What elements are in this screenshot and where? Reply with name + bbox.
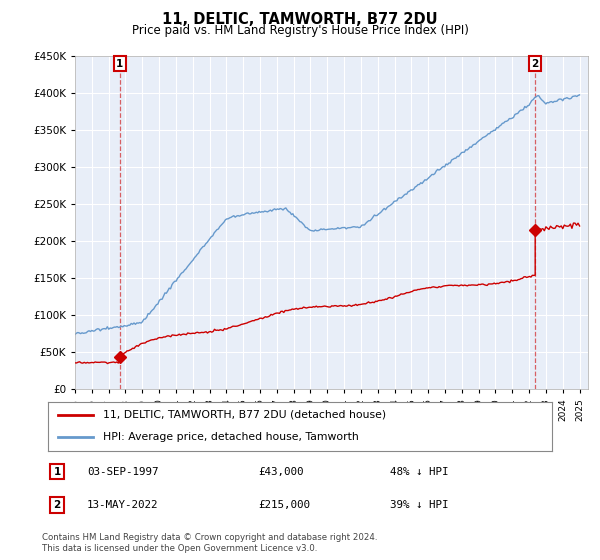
Text: 11, DELTIC, TAMWORTH, B77 2DU (detached house): 11, DELTIC, TAMWORTH, B77 2DU (detached …	[103, 410, 386, 420]
Text: 2: 2	[53, 500, 61, 510]
Text: £43,000: £43,000	[258, 466, 304, 477]
Text: 11, DELTIC, TAMWORTH, B77 2DU: 11, DELTIC, TAMWORTH, B77 2DU	[162, 12, 438, 27]
Text: 39% ↓ HPI: 39% ↓ HPI	[390, 500, 449, 510]
Text: 1: 1	[116, 59, 124, 69]
Text: 1: 1	[53, 466, 61, 477]
Text: 2: 2	[532, 59, 539, 69]
Text: 13-MAY-2022: 13-MAY-2022	[87, 500, 158, 510]
Text: Price paid vs. HM Land Registry's House Price Index (HPI): Price paid vs. HM Land Registry's House …	[131, 24, 469, 37]
Text: 03-SEP-1997: 03-SEP-1997	[87, 466, 158, 477]
Text: HPI: Average price, detached house, Tamworth: HPI: Average price, detached house, Tamw…	[103, 432, 359, 442]
Text: 48% ↓ HPI: 48% ↓ HPI	[390, 466, 449, 477]
Text: £215,000: £215,000	[258, 500, 310, 510]
Text: Contains HM Land Registry data © Crown copyright and database right 2024.
This d: Contains HM Land Registry data © Crown c…	[42, 533, 377, 553]
